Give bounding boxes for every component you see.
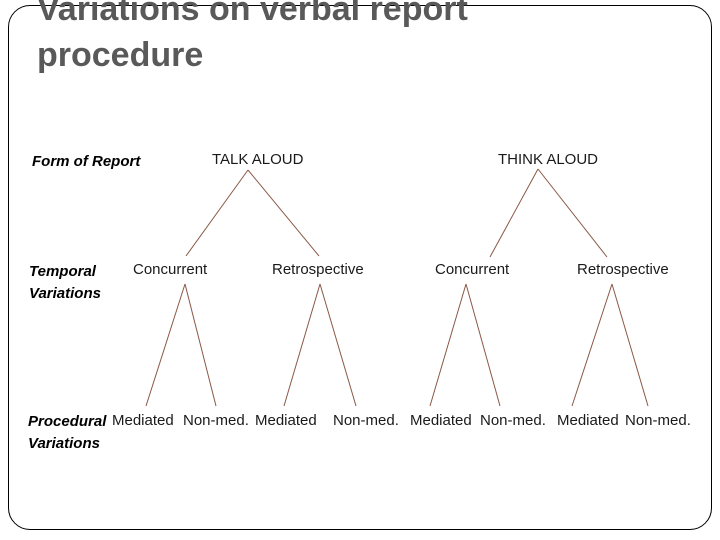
row-header-form-of-report: Form of Report bbox=[32, 151, 140, 173]
connector-line bbox=[571, 283, 613, 407]
tree-node-think-aloud: THINK ALOUD bbox=[498, 151, 599, 168]
tree-node-mediated-2: Mediated bbox=[255, 412, 317, 429]
tree-node-nonmed-3: Non-med. bbox=[480, 412, 546, 429]
connector-line bbox=[611, 283, 649, 407]
connector-line bbox=[283, 283, 321, 407]
tree-node-mediated-3: Mediated bbox=[410, 412, 472, 429]
connector-group bbox=[145, 168, 649, 407]
tree-node-mediated-4: Mediated bbox=[557, 412, 619, 429]
row-header-line: Form of Report bbox=[32, 153, 141, 170]
row-header-line: Variations bbox=[29, 285, 101, 302]
tree-node-mediated-1: Mediated bbox=[112, 412, 174, 429]
tree-node-retrospective-1: Retrospective bbox=[272, 261, 364, 278]
connector-line bbox=[429, 283, 467, 407]
row-header-line: Variations bbox=[28, 435, 100, 452]
row-header-line: Temporal bbox=[29, 263, 96, 280]
connector-line bbox=[247, 169, 320, 257]
row-header-procedural-variations: Procedural Variations bbox=[28, 411, 106, 455]
tree-node-retrospective-2: Retrospective bbox=[577, 261, 669, 278]
connector-line bbox=[489, 168, 539, 258]
tree-node-concurrent-2: Concurrent bbox=[435, 261, 510, 278]
slide-border bbox=[8, 5, 712, 530]
connector-line bbox=[537, 168, 608, 258]
row-header-temporal-variations: Temporal Variations bbox=[29, 261, 101, 305]
connector-line bbox=[184, 283, 217, 407]
tree-node-concurrent-1: Concurrent bbox=[133, 261, 208, 278]
connector-line bbox=[145, 283, 186, 407]
tree-node-nonmed-1: Non-med. bbox=[183, 412, 249, 429]
slide-title: Variations on verbal report procedure bbox=[37, 0, 468, 74]
tree-node-nonmed-4: Non-med. bbox=[625, 412, 691, 429]
connector-line bbox=[319, 283, 357, 407]
row-header-line: Procedural bbox=[28, 413, 107, 430]
tree-node-nonmed-2: Non-med. bbox=[333, 412, 399, 429]
connector-line bbox=[185, 169, 249, 257]
tree-node-talk-aloud: TALK ALOUD bbox=[212, 151, 304, 168]
connector-line bbox=[465, 283, 501, 407]
